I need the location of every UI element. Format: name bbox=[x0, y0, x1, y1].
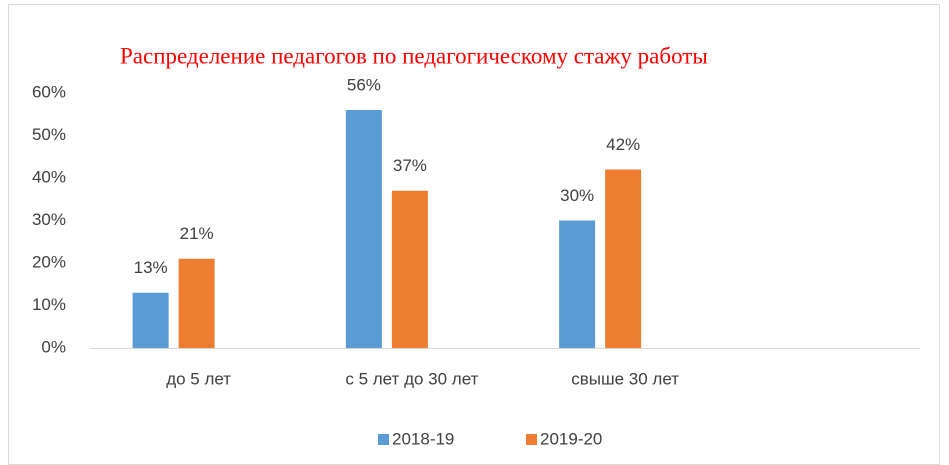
y-tick-label: 10% bbox=[32, 295, 66, 314]
bar bbox=[391, 190, 428, 348]
x-tick-label: до 5 лет bbox=[166, 369, 231, 388]
legend-swatch bbox=[526, 434, 537, 445]
x-tick-label: свыше 30 лет bbox=[571, 369, 679, 388]
data-label: 37% bbox=[393, 156, 427, 175]
bar bbox=[345, 110, 382, 348]
chart-border bbox=[8, 4, 940, 465]
y-tick-label: 30% bbox=[32, 210, 66, 229]
x-tick-label: с 5 лет до 30 лет bbox=[345, 369, 478, 388]
y-tick-label: 40% bbox=[32, 167, 66, 186]
bar bbox=[132, 292, 169, 348]
data-label: 13% bbox=[134, 258, 168, 277]
data-label: 56% bbox=[347, 75, 381, 94]
y-tick-label: 60% bbox=[32, 82, 66, 101]
data-label: 42% bbox=[606, 135, 640, 154]
data-label: 30% bbox=[560, 186, 594, 205]
y-tick-label: 0% bbox=[41, 337, 66, 356]
legend-label: 2018-19 bbox=[392, 429, 454, 448]
bar bbox=[178, 258, 215, 348]
data-label: 21% bbox=[180, 224, 214, 243]
y-tick-label: 50% bbox=[32, 125, 66, 144]
bar bbox=[605, 169, 642, 348]
y-tick-label: 20% bbox=[32, 252, 66, 271]
legend-label: 2019-20 bbox=[540, 429, 602, 448]
chart-title: Распределение педагогов по педагогическо… bbox=[120, 43, 708, 68]
bar bbox=[559, 220, 596, 348]
legend-swatch bbox=[378, 434, 389, 445]
